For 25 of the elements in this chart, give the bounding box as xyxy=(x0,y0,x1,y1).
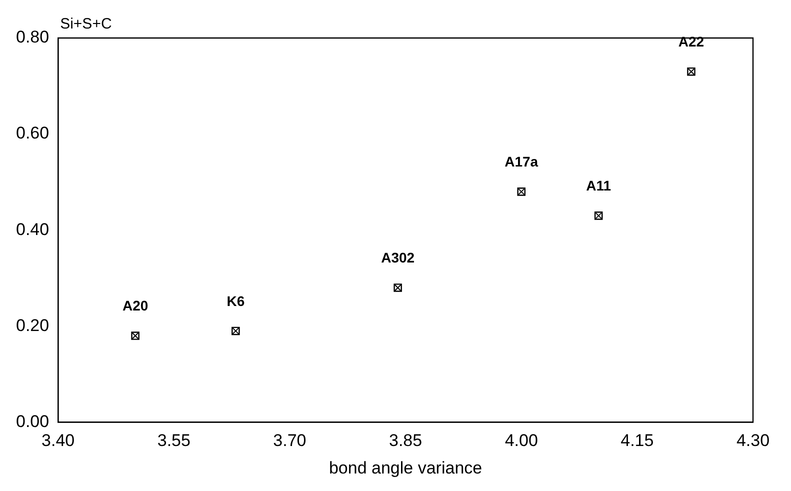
x-axis-title: bond angle variance xyxy=(328,458,482,478)
x-tick-label: 4.30 xyxy=(736,431,770,450)
x-tick-label: 3.70 xyxy=(273,431,306,450)
point xyxy=(517,188,526,196)
y-tick-label: 0.40 xyxy=(16,220,50,239)
x-tick-label: 3.40 xyxy=(42,431,75,450)
point xyxy=(687,67,696,76)
y-tick-label: 0.00 xyxy=(16,412,50,431)
x-tick-label: 4.00 xyxy=(504,431,538,450)
point xyxy=(394,284,402,292)
y-tick-label: 0.80 xyxy=(16,28,50,47)
x-tick-label: 4.15 xyxy=(620,431,654,450)
annotation: A11 xyxy=(586,178,612,194)
annotation: A302 xyxy=(381,250,415,266)
annotation: K6 xyxy=(226,292,245,309)
y-tick-label: 0.20 xyxy=(16,316,50,335)
y-axis-title: Si+S+C xyxy=(60,16,112,33)
point xyxy=(232,326,240,336)
x-tick-label: 3.55 xyxy=(157,431,190,450)
point xyxy=(131,332,140,340)
annotation: A20 xyxy=(122,298,148,314)
annotation: A17a xyxy=(504,154,538,170)
point xyxy=(594,212,603,220)
x-tick-label: 3.85 xyxy=(388,431,422,450)
y-tick-label: 0.60 xyxy=(16,124,50,143)
